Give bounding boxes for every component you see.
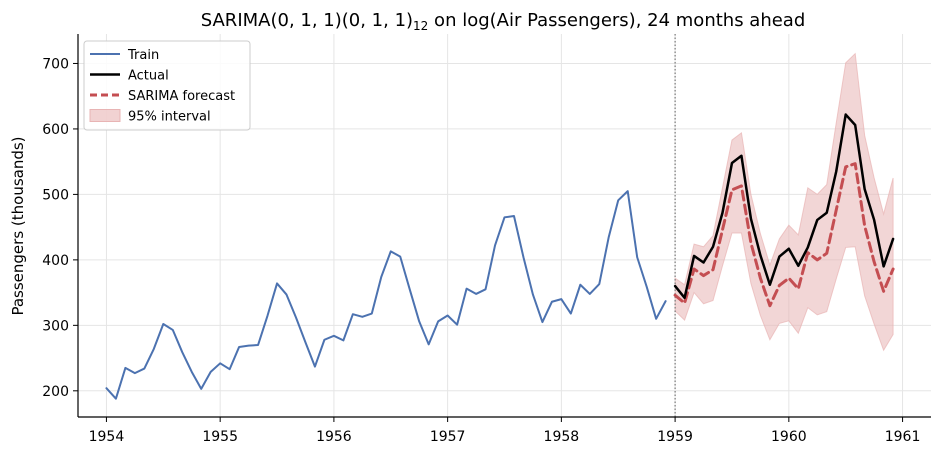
y-tick-label: 300	[42, 318, 69, 334]
x-tick-label: 1957	[430, 429, 466, 445]
legend-label: Actual	[128, 69, 169, 84]
y-tick-label: 200	[42, 384, 69, 400]
legend-label: 95% interval	[128, 110, 211, 125]
x-tick-label: 1958	[544, 429, 580, 445]
x-tick-label: 1959	[657, 429, 693, 445]
x-tick-label: 1960	[771, 429, 807, 445]
x-tick-label: 1955	[202, 429, 238, 445]
legend: Train Actual SARIMA forecast 95% interval	[83, 40, 251, 131]
y-tick-label: 600	[42, 122, 69, 138]
confidence-band	[674, 52, 894, 352]
series-actual	[673, 113, 895, 300]
chart-title-main: SARIMA(0, 1, 1)(0, 1, 1)	[201, 10, 413, 31]
confidence-band-area	[674, 52, 894, 352]
x-tick-label: 1956	[316, 429, 352, 445]
y-axis-title: Passengers (thousands)	[9, 136, 27, 315]
y-tick-label: 500	[42, 187, 69, 203]
y-tick-label: 400	[42, 253, 69, 269]
x-tick-label: 1961	[885, 429, 921, 445]
x-tick-label: 1954	[89, 429, 125, 445]
legend-swatch	[89, 109, 121, 122]
y-tick-label: 700	[42, 56, 69, 72]
legend-label: Train	[127, 48, 159, 63]
y-ticks: 200 300 400 500 600 700	[42, 56, 78, 400]
series-group	[105, 113, 895, 400]
legend-box	[83, 40, 251, 131]
chart-title-subscript: 12	[413, 19, 428, 33]
chart-title-tail: on log(Air Passengers), 24 months ahead	[428, 10, 805, 31]
legend-label: SARIMA forecast	[128, 89, 235, 104]
x-ticks: 1954 1955 1956 1957 1958 1959 1960 1961	[89, 417, 921, 445]
series-forecast	[673, 162, 895, 308]
series-train	[105, 190, 667, 400]
chart-title: SARIMA(0, 1, 1)(0, 1, 1)12 on log(Air Pa…	[201, 10, 806, 33]
